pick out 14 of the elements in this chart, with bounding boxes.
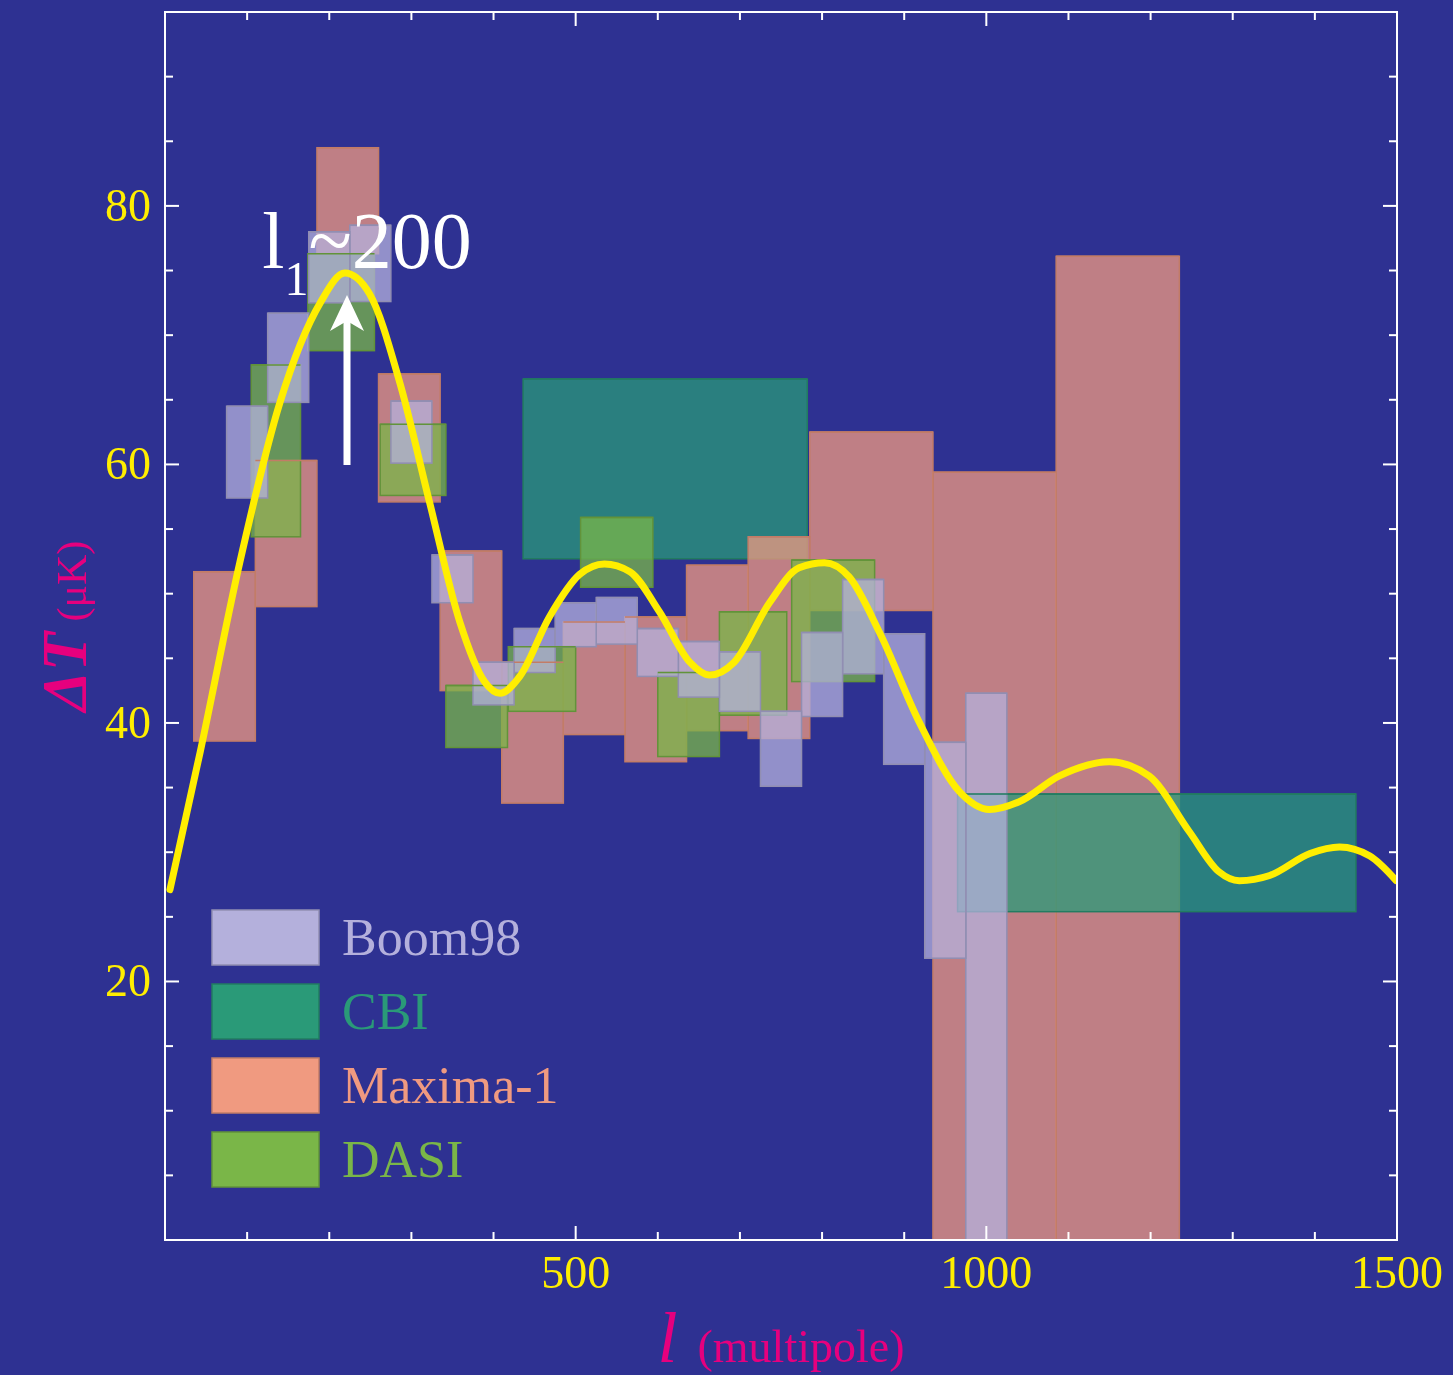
x-tick-label: 500 — [541, 1247, 611, 1298]
x-tick-label: 1000 — [940, 1247, 1033, 1298]
x-tick-label: 1500 — [1351, 1247, 1443, 1298]
y-tick-label: 40 — [105, 696, 151, 748]
y-tick-label: 20 — [105, 955, 151, 1007]
y-axis-title: ΔT (μK) — [29, 540, 100, 715]
x-axis-title: l (multipole) — [657, 1298, 905, 1375]
annotation: l$_{1}$~200 — [262, 197, 472, 305]
y-tick-label: 60 — [105, 438, 151, 490]
legend-label: Maxima-1 — [342, 1057, 559, 1114]
legend-label: Boom98 — [342, 909, 522, 966]
y-tick-label: 80 — [105, 179, 151, 231]
legend-label: DASI — [342, 1131, 464, 1188]
legend-label: CBI — [342, 983, 429, 1040]
